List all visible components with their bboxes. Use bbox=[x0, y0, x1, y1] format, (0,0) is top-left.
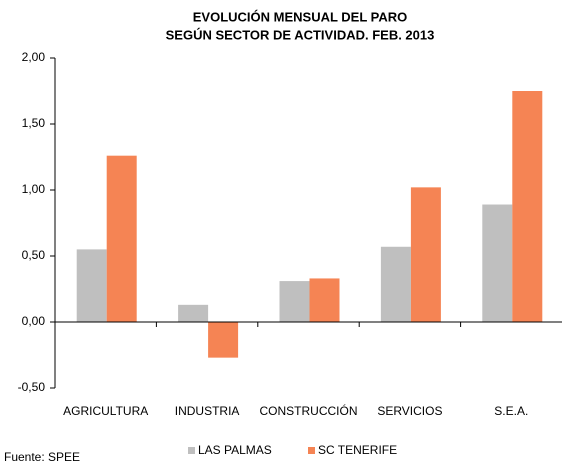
bar bbox=[208, 322, 239, 358]
x-tick-label: S.E.A. bbox=[494, 404, 528, 418]
y-tick-label: -0,50 bbox=[18, 380, 46, 394]
x-tick-label: AGRICULTURA bbox=[63, 404, 148, 418]
bar bbox=[482, 204, 513, 322]
source: Fuente: SPEE bbox=[4, 450, 80, 463]
x-tick-label: INDUSTRIA bbox=[175, 404, 240, 418]
bar bbox=[512, 91, 543, 322]
legend-label: LAS PALMAS bbox=[198, 443, 272, 457]
y-tick-label: 0,50 bbox=[22, 248, 46, 262]
bar bbox=[106, 155, 137, 322]
y-tick-label: 1,50 bbox=[22, 116, 46, 130]
y-tick-label: 1,00 bbox=[22, 182, 46, 196]
y-tick-label: 2,00 bbox=[22, 50, 46, 64]
chart-title: SEGÚN SECTOR DE ACTIVIDAD. FEB. 2013 bbox=[166, 27, 435, 42]
bar bbox=[309, 278, 340, 322]
legend-swatch bbox=[308, 447, 315, 454]
legend-label: SC TENERIFE bbox=[318, 443, 397, 457]
legend-swatch bbox=[188, 447, 195, 454]
bar bbox=[279, 281, 310, 322]
chart-title: EVOLUCIÓN MENSUAL DEL PARO bbox=[193, 9, 408, 24]
bar bbox=[76, 249, 107, 322]
x-tick-label: SERVICIOS bbox=[377, 404, 442, 418]
bar bbox=[178, 304, 209, 322]
bar bbox=[380, 246, 411, 322]
y-tick-label: 0,00 bbox=[22, 314, 46, 328]
bar bbox=[410, 187, 441, 322]
x-tick-label: CONSTRUCCIÓN bbox=[260, 403, 358, 418]
